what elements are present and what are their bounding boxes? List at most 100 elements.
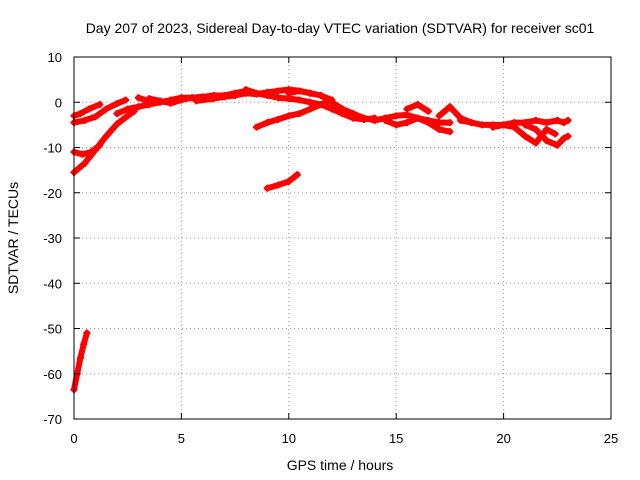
- data-point: [564, 116, 572, 124]
- data-point: [553, 116, 561, 124]
- data-point: [564, 132, 572, 140]
- series-group: [70, 86, 572, 394]
- data-point: [274, 181, 282, 189]
- data-point: [360, 114, 368, 122]
- data-point: [167, 99, 175, 107]
- data-point: [403, 119, 411, 127]
- data-point: [551, 130, 559, 138]
- x-tick-label: 25: [604, 431, 618, 446]
- data-point: [339, 105, 346, 113]
- data-point: [543, 125, 551, 133]
- data-point: [124, 105, 132, 113]
- x-tick-label: 15: [389, 431, 403, 446]
- data-point: [102, 105, 110, 113]
- data-point: [253, 123, 261, 131]
- data-point: [87, 148, 95, 156]
- data-point: [296, 87, 304, 95]
- data-point: [263, 91, 271, 99]
- data-point: [263, 184, 271, 192]
- data-point: [220, 93, 228, 101]
- data-point: [555, 139, 563, 147]
- data-point: [435, 125, 443, 133]
- data-point: [446, 119, 454, 127]
- data-point: [560, 119, 568, 127]
- data-point: [274, 87, 282, 95]
- data-point: [403, 111, 411, 119]
- data-point: [231, 91, 239, 99]
- data-point: [446, 128, 454, 136]
- data-point: [113, 100, 121, 108]
- data-point: [560, 134, 568, 142]
- x-tick-label: 20: [496, 431, 510, 446]
- data-point: [177, 96, 185, 104]
- data-point: [317, 101, 325, 109]
- data-point: [81, 116, 89, 124]
- x-tick-label: 10: [282, 431, 296, 446]
- data-point: [113, 120, 121, 128]
- series-arc-11: [264, 171, 301, 192]
- data-point: [392, 112, 400, 120]
- data-point: [328, 98, 336, 106]
- y-tick-label: -50: [43, 322, 62, 337]
- data-point: [349, 110, 357, 118]
- data-point: [296, 96, 304, 104]
- y-tick-label: -30: [43, 231, 62, 246]
- data-point: [414, 114, 422, 122]
- data-point: [145, 95, 153, 103]
- data-point: [543, 137, 551, 145]
- data-point: [102, 132, 110, 140]
- data-point: [489, 123, 497, 131]
- data-point: [134, 103, 142, 111]
- data-point: [285, 112, 293, 120]
- data-point: [371, 116, 379, 124]
- y-tick-label: -40: [43, 276, 62, 291]
- data-point: [79, 150, 87, 158]
- data-point: [192, 97, 200, 105]
- x-axis-label: GPS time / hours: [287, 457, 394, 473]
- chart-title: Day 207 of 2023, Sidereal Day-to-day VTE…: [86, 20, 595, 36]
- data-point: [285, 177, 293, 185]
- axes-ticks: 0 5 10 15 20 25 10 0 -10 -20 -30 -40 -50 -60 -70: [43, 50, 618, 446]
- data-point: [424, 107, 432, 115]
- data-point: [532, 139, 540, 147]
- data-point: [80, 340, 88, 348]
- data-point: [293, 171, 301, 179]
- series-arc-4: [71, 142, 103, 158]
- data-point: [521, 132, 529, 140]
- data-point: [467, 119, 475, 127]
- data-point: [424, 119, 432, 127]
- data-point: [532, 125, 540, 133]
- data-point: [500, 121, 508, 129]
- data-point: [435, 119, 443, 127]
- data-point: [253, 89, 261, 97]
- data-point: [188, 94, 196, 102]
- data-point: [306, 89, 314, 97]
- data-point: [446, 103, 454, 111]
- series-arc-19: [522, 121, 561, 149]
- data-point: [285, 89, 293, 97]
- series-arc-2: [71, 101, 103, 119]
- data-point: [85, 105, 93, 113]
- y-axis-label: SDTVAR / TECUs: [5, 182, 21, 294]
- grid: [74, 57, 611, 419]
- y-tick-label: 10: [48, 50, 62, 65]
- data-point: [510, 123, 518, 131]
- data-point: [274, 115, 282, 123]
- data-point: [392, 121, 400, 129]
- data-point: [435, 112, 443, 120]
- data-point: [96, 141, 104, 149]
- data-point: [457, 116, 465, 124]
- y-tick-label: -60: [43, 367, 62, 382]
- y-tick-label: 0: [55, 95, 62, 110]
- y-tick-label: -70: [43, 412, 62, 427]
- data-point: [317, 91, 325, 99]
- data-point: [296, 110, 304, 118]
- data-point: [210, 95, 218, 103]
- data-point: [134, 94, 142, 102]
- x-tick-label: 0: [70, 431, 77, 446]
- data-point: [414, 101, 422, 109]
- data-point: [306, 98, 314, 106]
- data-point: [96, 101, 104, 109]
- data-point: [242, 86, 250, 94]
